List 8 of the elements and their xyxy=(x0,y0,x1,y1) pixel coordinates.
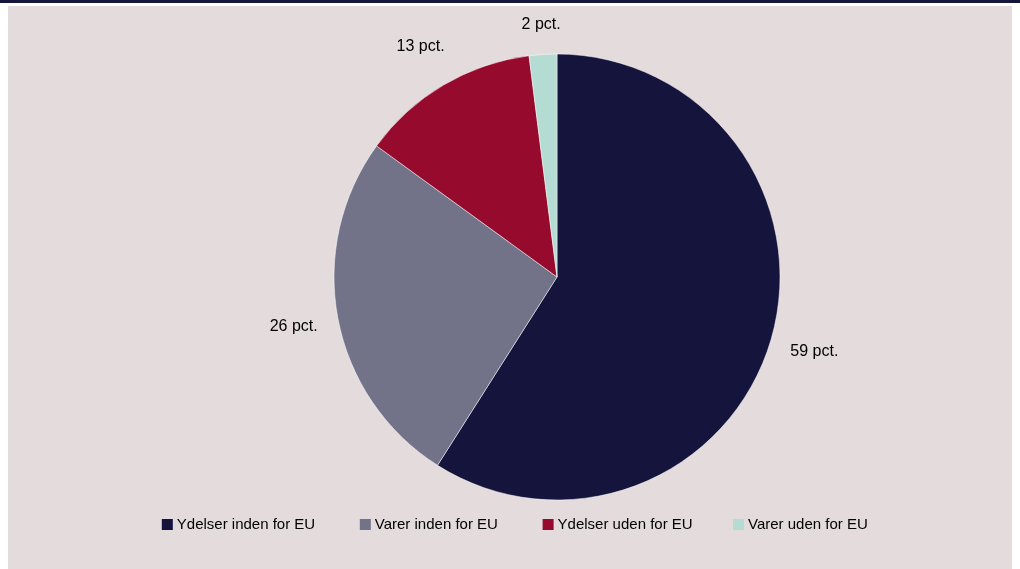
data-label: 2 pct. xyxy=(521,14,561,32)
data-label: 59 pct. xyxy=(790,341,839,359)
data-label: 26 pct. xyxy=(269,317,318,335)
legend-label: Varer uden for EU xyxy=(748,514,868,532)
legend-label: Ydelser uden for EU xyxy=(557,514,693,532)
data-label: 13 pct. xyxy=(396,36,445,54)
legend-label: Varer inden for EU xyxy=(374,514,498,532)
legend-label: Ydelser inden for EU xyxy=(176,514,316,532)
